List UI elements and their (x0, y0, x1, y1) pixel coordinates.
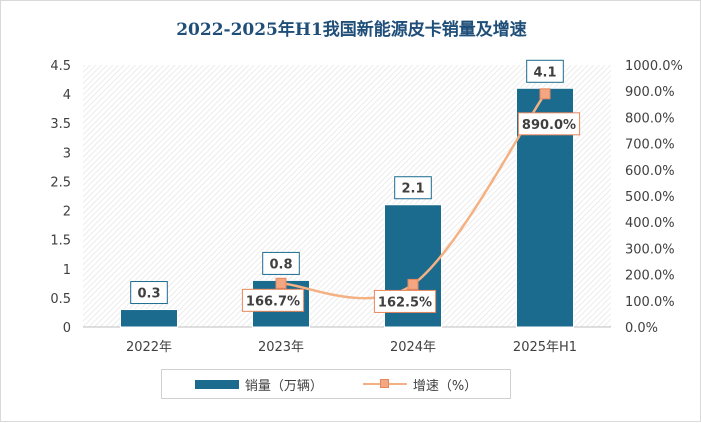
y-left-tick-label: 0 (63, 321, 71, 336)
y-right-tick-label: 100.0% (625, 295, 675, 310)
x-tick-label: 2024年 (390, 340, 436, 355)
line-marker (275, 277, 287, 289)
data-labels: 0.3 0.8 2.1 4.1 166.7% 162.5% 890.0% (130, 59, 581, 313)
y-right-tick-label: 900.0% (625, 85, 675, 100)
legend-label-growth: 增速（%） (412, 378, 478, 394)
y-left-tick-label: 4.5 (50, 59, 71, 74)
y-right-tick-label: 300.0% (625, 242, 675, 257)
y-right-tick-label: 800.0% (625, 111, 675, 126)
legend: 销量（万辆） 增速（%） (161, 369, 511, 399)
line-data-label: 162.5% (378, 295, 432, 310)
y-right-tick-label: 200.0% (625, 269, 675, 284)
bar-data-label-box (526, 59, 564, 83)
y-left-tick-label: 1.5 (50, 234, 71, 249)
line-marker (539, 88, 551, 100)
legend-bar-swatch (194, 379, 239, 389)
x-tick-label: 2022年 (126, 340, 172, 355)
bar (120, 309, 178, 328)
y-left-tick-label: 2 (63, 205, 71, 220)
y-left-tick-label: 1 (63, 263, 71, 278)
y-right-tick-label: 0.0% (625, 321, 658, 336)
line-data-label-box (373, 289, 437, 313)
axes: 0 0.5 1 1.5 2 2.5 3 3.5 4 4.5 0.0% 100.0% 200.0% 300.… (50, 59, 683, 355)
y-right-tick-label: 500.0% (625, 190, 675, 205)
line-data-label: 890.0% (522, 118, 576, 133)
bar-data-label-box (262, 251, 300, 275)
bar-data-label-box (130, 281, 168, 305)
y-left-tick-label: 4 (63, 88, 71, 103)
y-left-tick-label: 3.5 (50, 117, 71, 132)
legend-label-sales: 销量（万辆） (244, 378, 323, 394)
bar-data-label: 4.1 (533, 65, 556, 80)
y-right-tick-label: 600.0% (625, 164, 675, 179)
chart-title: 2022-2025年H1我国新能源皮卡销量及增速 (176, 20, 527, 40)
y-left-tick-label: 2.5 (50, 175, 71, 190)
bar-data-label-box (394, 176, 432, 200)
y-right-tick-label: 1000.0% (625, 59, 683, 74)
x-tick-label: 2025年H1 (513, 340, 577, 355)
bar-data-label: 2.1 (401, 182, 424, 197)
legend-item-growth: 增速（%） (362, 375, 478, 394)
bar-data-label: 0.3 (137, 287, 160, 302)
y-left-tick-label: 3 (63, 146, 71, 161)
growth-line-series (275, 88, 551, 300)
line-data-label: 166.7% (246, 294, 300, 309)
y-left-tick-label: 0.5 (50, 292, 71, 307)
legend-item-sales: 销量（万辆） (194, 375, 323, 394)
y-right-tick-label: 400.0% (625, 216, 675, 231)
line-data-label-box (517, 112, 581, 136)
line-data-label-box (241, 288, 305, 312)
bar-data-label: 0.8 (269, 257, 292, 272)
x-tick-label: 2023年 (258, 340, 304, 355)
legend-line-swatch (362, 378, 407, 390)
y-right-tick-label: 700.0% (625, 138, 675, 153)
line-marker (407, 278, 419, 290)
